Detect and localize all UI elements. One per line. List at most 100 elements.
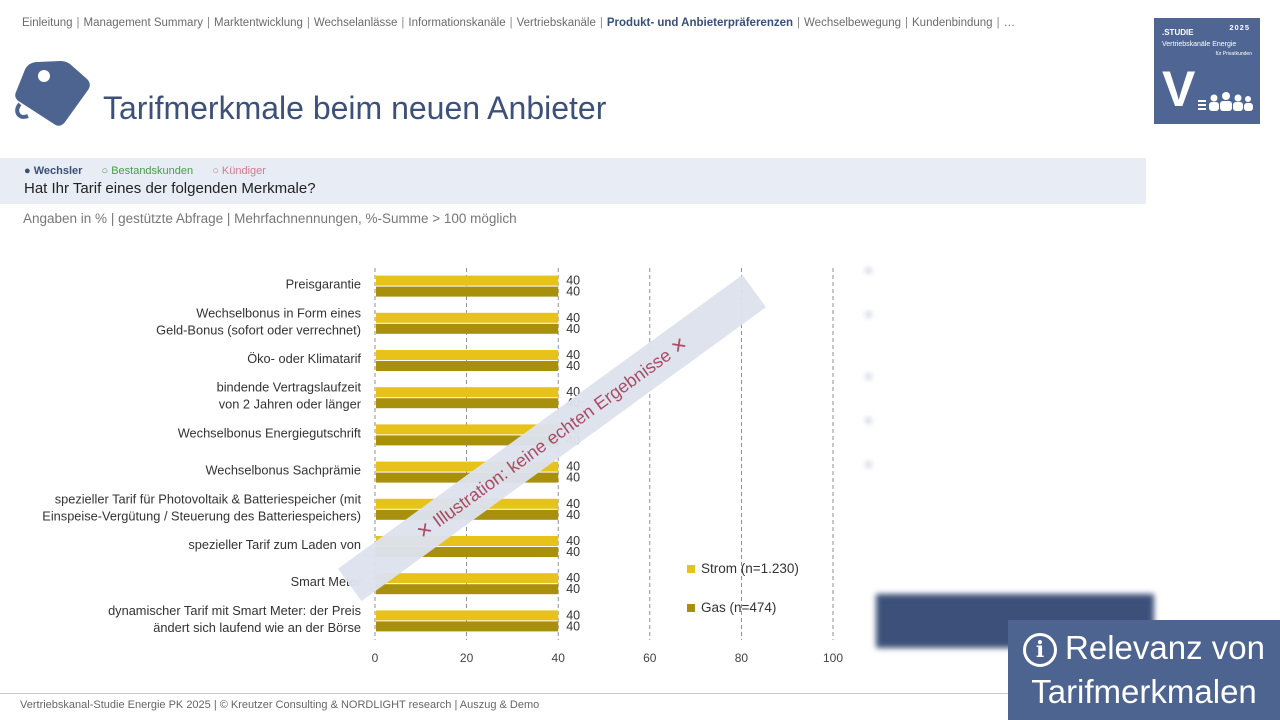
bar-strom xyxy=(376,461,559,472)
breadcrumb-separator: | xyxy=(797,17,801,29)
bar-gas xyxy=(376,584,559,595)
breadcrumb-separator: | xyxy=(509,17,513,29)
breadcrumb-item[interactable]: Informationskanäle xyxy=(408,17,506,29)
data-label: 40 xyxy=(566,534,580,548)
breadcrumb-separator: | xyxy=(76,17,80,29)
bar-strom xyxy=(376,350,559,360)
breadcrumb-separator: | xyxy=(996,17,1000,29)
x-tick-label: 20 xyxy=(460,651,474,665)
legend-strom-swatch xyxy=(687,565,695,573)
breadcrumb-item[interactable]: Wechselanlässe xyxy=(313,17,398,29)
bar-gas xyxy=(376,398,559,409)
logo-letter: V xyxy=(1162,61,1196,117)
segment-filter: ● Wechsler ○ Bestandskunden ○ Kündiger xyxy=(24,165,282,177)
breadcrumb-item[interactable]: Wechselbewegung xyxy=(804,17,901,29)
breadcrumb: Einleitung | Management Summary | Marktentwi… xyxy=(22,17,1015,29)
relevanz-line2: Tarifmerkmalen xyxy=(1031,673,1257,710)
category-label: Einspeise-Vergütung / Steuerung des Batt… xyxy=(42,508,361,523)
data-label: 40 xyxy=(566,571,580,585)
subtitle-text: Angaben in % | gestützte Abfrage | Mehrf… xyxy=(23,211,517,226)
filter-wechsler[interactable]: ● Wechsler xyxy=(24,165,83,177)
people-icon xyxy=(1198,92,1253,111)
data-label: 40 xyxy=(566,274,580,288)
filter-wechsler-label: Wechsler xyxy=(33,165,83,177)
footer-text: Vertriebskanal-Studie Energie PK 2025 | … xyxy=(20,699,540,711)
category-label: bindende Vertragslaufzeit xyxy=(217,380,362,395)
studie-logo: .STUDIE 2025 Vertriebskanäle Energie für… xyxy=(1154,18,1260,124)
data-label: 40 xyxy=(566,582,580,596)
breadcrumb-item[interactable]: Kundenbindung xyxy=(912,17,993,29)
bar-strom xyxy=(376,424,559,435)
x-tick-label: 100 xyxy=(823,651,843,665)
bar-gas xyxy=(376,547,559,557)
legend-strom-label: Strom (n=1.230) xyxy=(701,561,799,576)
category-label: dynamischer Tarif mit Smart Meter: der P… xyxy=(108,603,361,618)
breadcrumb-item[interactable]: Produkt- und Anbieterpräferenzen xyxy=(606,17,794,29)
bar-gas xyxy=(376,323,559,334)
data-label: 40 xyxy=(566,608,580,622)
breadcrumb-separator: | xyxy=(599,17,603,29)
bar-strom xyxy=(376,275,559,286)
category-label: Wechselbonus in Form eines xyxy=(196,305,361,320)
bar-strom xyxy=(376,387,559,398)
data-label: 40 xyxy=(566,359,580,373)
info-icon: i xyxy=(1023,633,1058,668)
filter-kuendiger[interactable]: ○ Kündiger xyxy=(212,165,266,177)
price-tag-icon xyxy=(15,61,90,126)
logo-line2: für Privatkunden xyxy=(1215,51,1252,57)
data-label: 40 xyxy=(566,311,580,325)
bar-strom xyxy=(376,610,559,621)
bar-strom xyxy=(376,573,559,584)
bar-gas xyxy=(376,435,559,446)
breadcrumb-item[interactable]: Marktentwicklung xyxy=(214,17,303,29)
legend-strom: Strom (n=1.230) xyxy=(687,561,799,576)
data-label: 40 xyxy=(566,348,580,362)
legend-gas: Gas (n=474) xyxy=(687,600,776,615)
category-label: von 2 Jahren oder länger xyxy=(219,397,362,412)
filter-bar xyxy=(0,158,1146,204)
relevanz-button[interactable]: i Relevanz von Tarifmerkmalen xyxy=(1008,620,1280,720)
breadcrumb-item[interactable]: Management Summary xyxy=(83,17,204,29)
data-label: 40 xyxy=(566,460,580,474)
x-tick-label: 40 xyxy=(552,651,566,665)
breadcrumb-item[interactable]: Einleitung xyxy=(22,17,73,29)
blurred-commentary xyxy=(866,262,1156,554)
logo-studie-text: .STUDIE xyxy=(1162,28,1194,37)
x-tick-label: 0 xyxy=(372,651,379,665)
data-label: 40 xyxy=(566,619,580,633)
filter-bestandskunden[interactable]: ○ Bestandskunden xyxy=(101,165,194,177)
data-label: 40 xyxy=(566,471,580,485)
logo-line1: Vertriebskanäle Energie xyxy=(1162,41,1237,48)
x-tick-label: 60 xyxy=(643,651,657,665)
category-label: Geld-Bonus (sofort oder verrechnet) xyxy=(156,322,361,337)
legend-gas-swatch xyxy=(687,604,695,612)
breadcrumb-separator: | xyxy=(306,17,310,29)
category-label: Preisgarantie xyxy=(286,277,361,292)
breadcrumb-separator: | xyxy=(207,17,211,29)
relevanz-line1: Relevanz von xyxy=(1065,629,1265,666)
bar-gas xyxy=(376,361,559,371)
breadcrumb-separator: | xyxy=(401,17,405,29)
x-tick-label: 80 xyxy=(735,651,749,665)
category-label: spezieller Tarif zum Laden von xyxy=(188,537,361,552)
category-label: Öko- oder Klimatarif xyxy=(247,351,361,366)
breadcrumb-item[interactable]: Vertriebskanäle xyxy=(516,17,596,29)
data-label: 40 xyxy=(566,322,580,336)
breadcrumb-separator: | xyxy=(905,17,908,29)
filter-bestandskunden-label: Bestandskunden xyxy=(111,165,194,177)
filter-kuendiger-label: Kündiger xyxy=(221,165,266,177)
data-label: 40 xyxy=(566,285,580,299)
data-label: 40 xyxy=(566,497,580,511)
footer-divider xyxy=(0,693,1008,694)
breadcrumb-item[interactable]: … xyxy=(1003,17,1016,29)
bar-gas xyxy=(376,286,559,297)
category-label: Wechselbonus Sachprämie xyxy=(205,463,361,478)
category-label: spezieller Tarif für Photovoltaik & Batt… xyxy=(55,491,362,506)
page-title: Tarifmerkmale beim neuen Anbieter xyxy=(103,90,607,126)
bar-strom xyxy=(376,312,559,323)
legend-gas-label: Gas (n=474) xyxy=(701,600,777,615)
bar-strom xyxy=(376,536,559,546)
question-text: Hat Ihr Tarif eines der folgenden Merkma… xyxy=(24,180,316,197)
logo-year-text: 2025 xyxy=(1229,23,1250,32)
